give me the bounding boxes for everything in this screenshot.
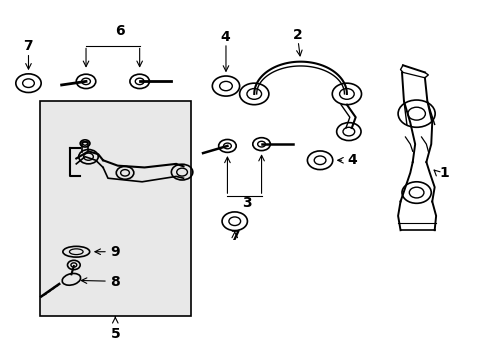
Text: 7: 7 [22,39,32,53]
Text: 8: 8 [110,275,120,289]
Text: 9: 9 [110,245,120,259]
Text: 4: 4 [220,30,229,44]
Text: 6: 6 [115,24,125,38]
Text: 3: 3 [242,196,251,210]
Bar [40,101,190,316]
Text: 7: 7 [229,229,239,243]
Text: 1: 1 [439,166,448,180]
Text: 5: 5 [110,327,120,341]
Text: 2: 2 [293,28,303,42]
Text: 4: 4 [346,153,356,167]
